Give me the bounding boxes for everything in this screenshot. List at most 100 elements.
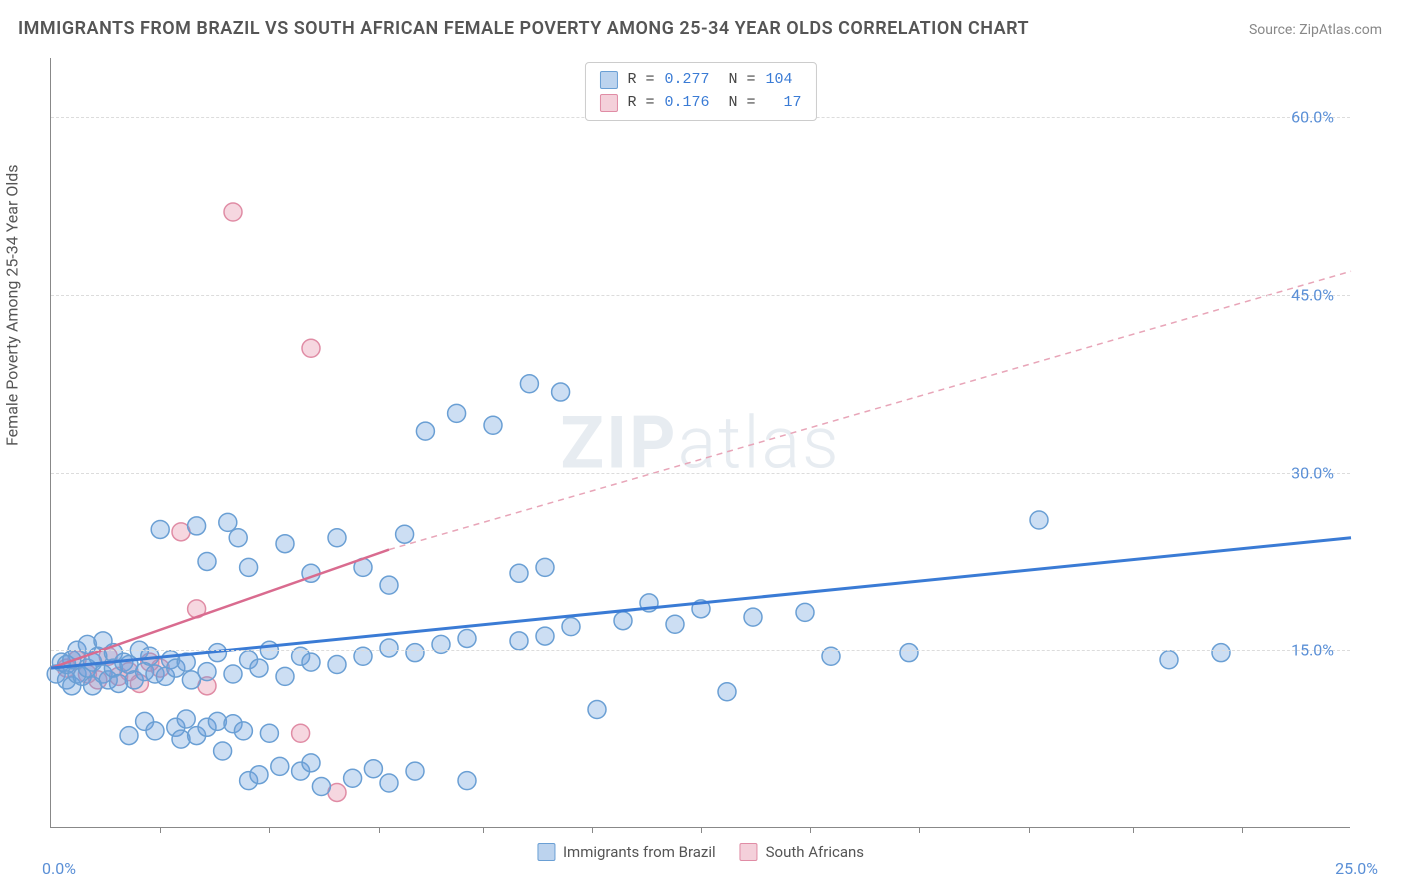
legend-swatch-1 — [599, 71, 617, 89]
data-point — [484, 416, 502, 434]
data-point — [224, 665, 242, 683]
gridline — [51, 650, 1350, 651]
data-point — [302, 339, 320, 357]
data-point — [588, 701, 606, 719]
x-tick — [1029, 827, 1030, 833]
legend-row-1: R = 0.277 N = 104 — [599, 69, 801, 92]
data-point — [536, 627, 554, 645]
data-point — [364, 760, 382, 778]
y-tick-label: 30.0% — [1291, 463, 1334, 482]
y-axis-label: Female Poverty Among 25-34 Year Olds — [3, 164, 22, 446]
y-tick-label: 45.0% — [1291, 285, 1334, 304]
data-point — [458, 629, 476, 647]
data-point — [224, 203, 242, 221]
data-point — [380, 774, 398, 792]
gridline — [51, 473, 1350, 474]
legend-correlation: R = 0.277 N = 104 R = 0.176 N = 17 — [584, 62, 816, 121]
legend-swatch-2 — [599, 94, 617, 112]
legend-item-2: South Africans — [740, 843, 864, 861]
data-point — [214, 742, 232, 760]
data-point — [520, 375, 538, 393]
data-point — [344, 769, 362, 787]
data-point — [416, 422, 434, 440]
legend-label-1: Immigrants from Brazil — [563, 843, 716, 861]
data-point — [396, 525, 414, 543]
data-point — [198, 552, 216, 570]
legend-swatch-sa — [740, 843, 758, 861]
data-point — [250, 659, 268, 677]
chart-title: IMMIGRANTS FROM BRAZIL VS SOUTH AFRICAN … — [18, 18, 1029, 39]
trend-line — [389, 271, 1351, 549]
data-point — [796, 603, 814, 621]
legend-item-1: Immigrants from Brazil — [537, 843, 716, 861]
data-point — [1160, 651, 1178, 669]
legend-series: Immigrants from Brazil South Africans — [537, 843, 864, 861]
x-max-label: 25.0% — [1335, 859, 1378, 878]
data-point — [151, 520, 169, 538]
data-point — [198, 663, 216, 681]
x-tick — [592, 827, 593, 833]
data-point — [120, 727, 138, 745]
data-point — [146, 722, 164, 740]
x-tick — [160, 827, 161, 833]
x-tick — [919, 827, 920, 833]
trend-line — [51, 538, 1351, 668]
data-point — [302, 653, 320, 671]
data-point — [234, 722, 252, 740]
r-value-1: 0.277 — [664, 69, 709, 92]
data-point — [177, 710, 195, 728]
data-point — [229, 529, 247, 547]
x-tick — [483, 827, 484, 833]
data-point — [188, 517, 206, 535]
chart-container: IMMIGRANTS FROM BRAZIL VS SOUTH AFRICAN … — [0, 0, 1406, 892]
data-point — [744, 608, 762, 626]
data-point — [614, 612, 632, 630]
x-tick — [1133, 827, 1134, 833]
data-point — [448, 404, 466, 422]
legend-label-2: South Africans — [766, 843, 864, 861]
data-point — [552, 383, 570, 401]
data-point — [406, 762, 424, 780]
gridline — [51, 295, 1350, 296]
y-tick-label: 60.0% — [1291, 108, 1334, 127]
n-value-2: 17 — [766, 92, 802, 115]
data-point — [406, 644, 424, 662]
data-point — [328, 656, 346, 674]
data-point — [718, 683, 736, 701]
data-point — [510, 564, 528, 582]
data-point — [292, 724, 310, 742]
x-tick — [1242, 827, 1243, 833]
plot-svg — [51, 58, 1350, 827]
data-point — [380, 576, 398, 594]
data-point — [276, 667, 294, 685]
data-point — [380, 639, 398, 657]
x-tick — [269, 827, 270, 833]
plot-area: ZIPatlas R = 0.277 N = 104 R = 0.176 N =… — [50, 58, 1350, 828]
x-tick — [701, 827, 702, 833]
n-value-1: 104 — [766, 69, 793, 92]
source-label: Source: ZipAtlas.com — [1249, 22, 1382, 38]
data-point — [328, 529, 346, 547]
x-tick — [810, 827, 811, 833]
x-origin-label: 0.0% — [42, 859, 76, 878]
data-point — [302, 754, 320, 772]
legend-swatch-brazil — [537, 843, 555, 861]
data-point — [458, 772, 476, 790]
data-point — [1212, 644, 1230, 662]
data-point — [666, 615, 684, 633]
data-point — [219, 513, 237, 531]
legend-row-2: R = 0.176 N = 17 — [599, 92, 801, 115]
r-value-2: 0.176 — [664, 92, 709, 115]
x-tick — [379, 827, 380, 833]
data-point — [562, 618, 580, 636]
data-point — [276, 535, 294, 553]
data-point — [271, 757, 289, 775]
data-point — [240, 558, 258, 576]
data-point — [312, 778, 330, 796]
data-point — [536, 558, 554, 576]
data-point — [260, 724, 278, 742]
data-point — [1030, 511, 1048, 529]
data-point — [900, 644, 918, 662]
data-point — [510, 632, 528, 650]
y-tick-label: 15.0% — [1291, 641, 1334, 660]
